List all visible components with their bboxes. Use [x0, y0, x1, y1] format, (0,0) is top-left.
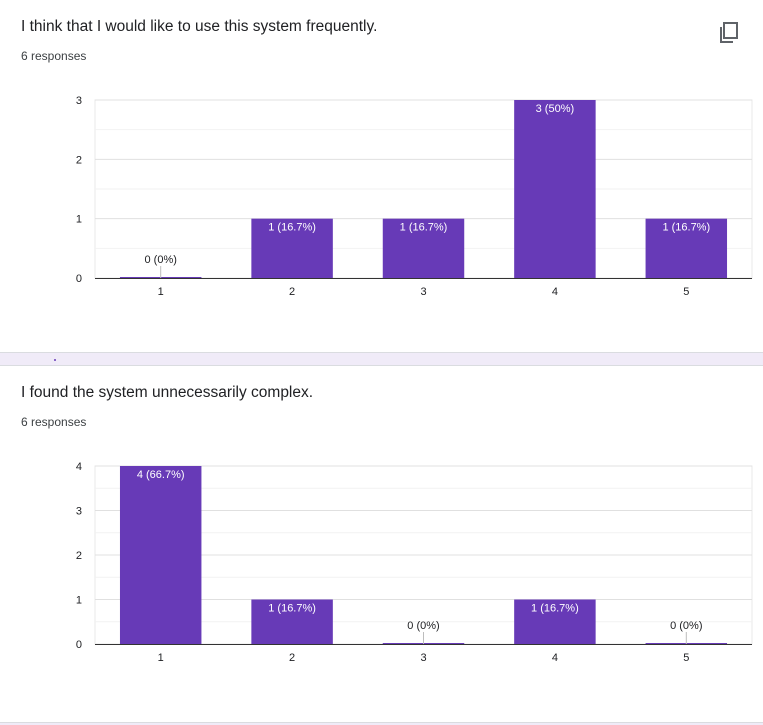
- x-tick-label: 5: [683, 286, 689, 298]
- response-count: 6 responses: [21, 49, 87, 63]
- y-tick-label: 3: [76, 506, 82, 518]
- data-label: 0 (0%): [670, 620, 702, 632]
- y-tick-label: 0: [76, 273, 82, 285]
- y-tick-label: 0: [76, 639, 82, 651]
- x-tick-label: 1: [158, 286, 164, 298]
- copy-icon: [720, 22, 738, 43]
- separator-dot: [54, 359, 56, 361]
- card-separator: [0, 352, 763, 366]
- question-card-2: I found the system unnecessarily complex…: [0, 366, 763, 723]
- x-tick-label: 5: [683, 652, 689, 664]
- copy-chart-button[interactable]: [715, 20, 741, 46]
- bar: [251, 218, 333, 278]
- bar: [382, 218, 465, 278]
- x-tick-label: 4: [552, 652, 558, 664]
- bar: [514, 100, 596, 278]
- y-tick-label: 2: [76, 154, 82, 166]
- data-label: 3 (50%): [536, 103, 575, 115]
- question-title: I found the system unnecessarily complex…: [21, 384, 314, 401]
- bar-chart-1: 0 1 2 3 0 (0%) 1 1 (16.7%) 2 1 (16.7%) 3 3 (50%) 4 1…: [76, 95, 753, 298]
- data-label: 1 (16.7%): [268, 222, 316, 234]
- x-tick-label: 3: [420, 652, 426, 664]
- bar-chart-2: 0 1 2 3 4 4 (66.7%) 1 1 (16.7%) 2 0 (0%) 3 1 (16.7%…: [76, 461, 753, 664]
- data-label: 4 (66.7%): [137, 469, 185, 481]
- x-tick-label: 3: [420, 286, 426, 298]
- question-title: I think that I would like to use this sy…: [21, 18, 378, 35]
- x-tick-label: 2: [289, 286, 295, 298]
- x-tick-label: 1: [158, 652, 164, 664]
- data-label: 1 (16.7%): [268, 603, 316, 615]
- card-bottom-edge: [0, 722, 763, 725]
- y-tick-label: 1: [76, 595, 82, 607]
- y-tick-label: 1: [76, 214, 82, 226]
- response-count: 6 responses: [21, 415, 87, 429]
- y-tick-label: 4: [76, 461, 82, 473]
- y-tick-label: 2: [76, 550, 82, 562]
- data-label: 1 (16.7%): [531, 603, 579, 615]
- question-card-1: I think that I would like to use this sy…: [0, 0, 763, 352]
- x-tick-label: 4: [552, 286, 558, 298]
- data-label: 0 (0%): [407, 620, 439, 632]
- y-tick-label: 3: [76, 95, 82, 107]
- x-tick-label: 2: [289, 652, 295, 664]
- bar: [119, 466, 202, 644]
- bar: [645, 218, 728, 278]
- bar: [514, 599, 596, 644]
- data-label: 1 (16.7%): [400, 222, 448, 234]
- data-label: 1 (16.7%): [662, 222, 710, 234]
- bar: [251, 599, 333, 644]
- data-label: 0 (0%): [144, 254, 176, 266]
